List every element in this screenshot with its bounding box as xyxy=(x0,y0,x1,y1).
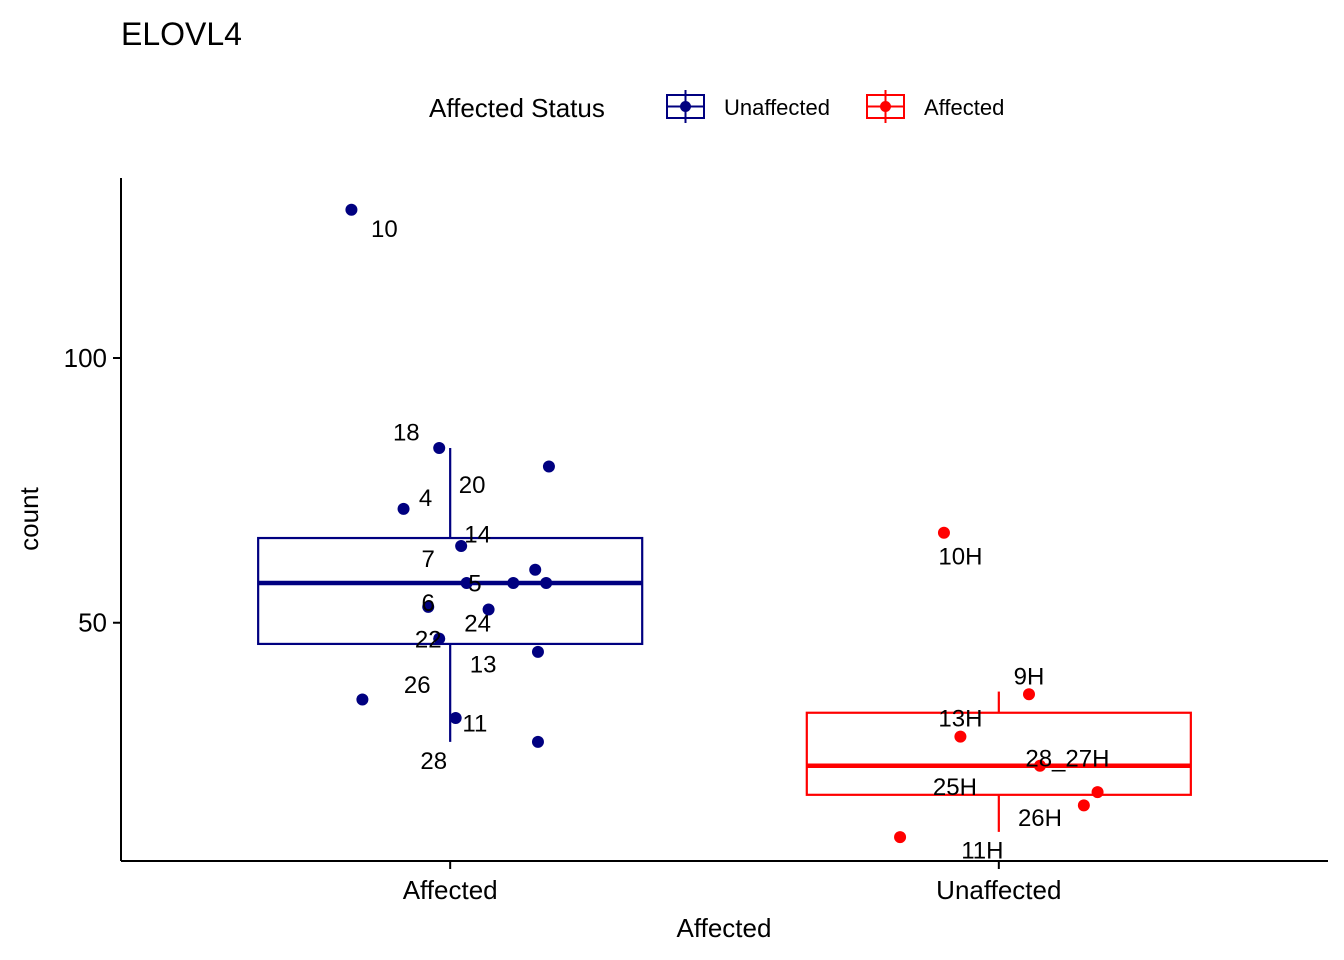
data-point xyxy=(397,502,410,515)
legend-title: Affected Status xyxy=(429,93,605,123)
y-axis-title: count xyxy=(14,486,44,550)
box-iqr xyxy=(257,536,644,646)
point-label: 4 xyxy=(419,485,432,512)
data-point xyxy=(356,693,369,706)
data-point xyxy=(433,442,446,455)
point-label: 26H xyxy=(1018,805,1062,832)
legend-key-point xyxy=(680,101,691,112)
legend-entry-0: Unaffected xyxy=(666,90,830,123)
point-label: 14 xyxy=(464,521,491,548)
point-label: 11H xyxy=(961,837,1003,864)
boxplot-affected xyxy=(257,448,644,742)
x-tick-label: Unaffected xyxy=(936,875,1061,905)
data-point xyxy=(345,203,358,216)
data-point xyxy=(531,735,544,748)
data-point xyxy=(540,577,553,590)
x-axis-title: Affected xyxy=(677,913,772,943)
x-axis-ticks: Affected Unaffected xyxy=(403,861,1061,905)
data-point xyxy=(1022,688,1035,701)
data-point xyxy=(1033,759,1046,772)
y-tick-label: 100 xyxy=(64,343,107,373)
legend-label: Unaffected xyxy=(724,95,830,120)
point-label: 28_27H xyxy=(1025,745,1109,772)
data-point xyxy=(482,603,495,616)
point-label: 18 xyxy=(393,420,420,447)
data-point xyxy=(954,730,967,743)
point-label: 13 xyxy=(470,652,497,679)
data-point xyxy=(542,460,555,473)
data-point xyxy=(422,600,435,613)
point-label: 24 xyxy=(464,610,491,637)
box-iqr xyxy=(805,711,1192,796)
data-point xyxy=(937,526,950,539)
point-label: 26 xyxy=(404,672,431,699)
point-labels: 10 18 4 20 14 7 5 6 24 22 13 26 11 28 10H 9H 13H 28_27H 25… xyxy=(371,216,1109,865)
point-label: 6 xyxy=(422,590,435,617)
point-label: 10 xyxy=(371,216,398,243)
boxplot-unaffected xyxy=(805,691,1192,832)
x-tick-label: Affected xyxy=(403,875,498,905)
data-point xyxy=(1091,786,1104,799)
point-label: 28 xyxy=(420,748,447,775)
chart-title: ELOVL4 xyxy=(121,16,242,52)
legend-label: Affected xyxy=(924,95,1004,120)
legend: Affected Status Unaffected Affected xyxy=(429,90,1004,123)
legend-entry-1: Affected xyxy=(866,90,1004,123)
point-label: 9H xyxy=(1014,664,1045,691)
point-label: 22 xyxy=(415,627,442,654)
point-label: 7 xyxy=(422,546,435,573)
y-axis-ticks: 50 100 xyxy=(64,343,121,638)
data-point xyxy=(449,712,462,725)
point-label: 5 xyxy=(468,571,481,598)
point-label: 11 xyxy=(462,710,487,737)
data-point xyxy=(531,645,544,658)
point-label: 10H xyxy=(938,544,982,571)
data-point xyxy=(433,632,446,645)
data-point xyxy=(1077,799,1090,812)
data-point xyxy=(460,577,473,590)
point-label: 20 xyxy=(459,472,486,499)
point-label: 13H xyxy=(938,706,982,733)
data-point xyxy=(507,577,520,590)
y-tick-label: 50 xyxy=(78,608,107,638)
point-label: 25H xyxy=(933,774,977,801)
boxplots xyxy=(257,448,1192,832)
data-points xyxy=(345,203,1104,844)
data-point xyxy=(529,563,542,576)
data-point xyxy=(455,539,468,552)
legend-key-point xyxy=(880,101,891,112)
data-point xyxy=(894,831,907,844)
